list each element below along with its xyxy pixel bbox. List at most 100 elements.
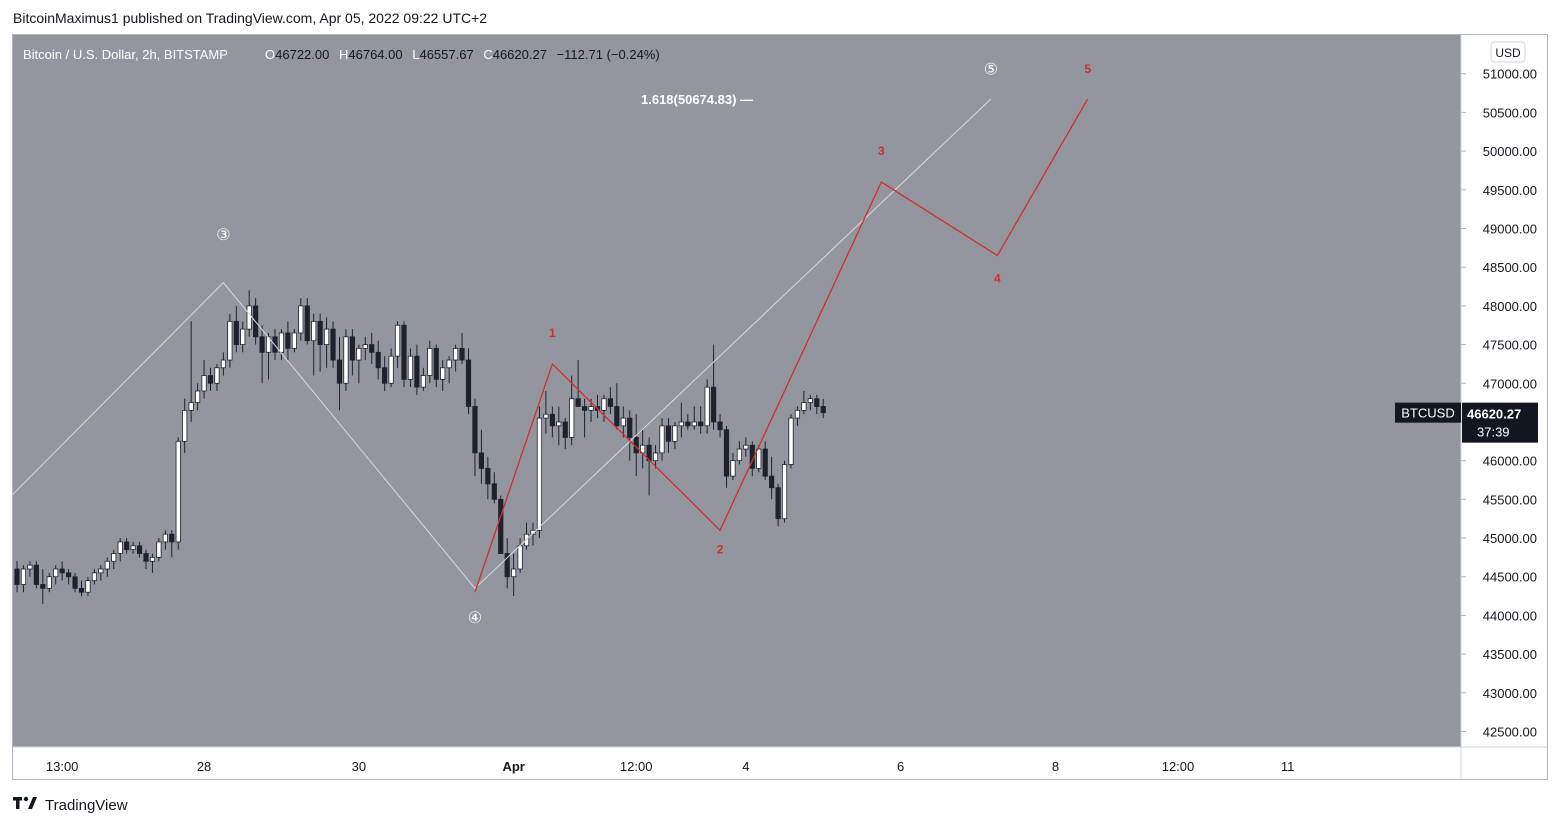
candle-body (214, 367, 220, 384)
wave-label-red: 1 (549, 326, 556, 340)
candle-body (736, 448, 743, 462)
candle-body (14, 568, 20, 585)
candle-body (614, 406, 620, 427)
candle-body (665, 425, 672, 442)
low-value: 46557.67 (419, 47, 473, 62)
candle-body (543, 413, 549, 419)
wave-label-red: 3 (878, 144, 885, 158)
y-tick-label: 51000.00 (1483, 67, 1537, 82)
candle-body (407, 355, 414, 380)
wave-label-red: 5 (1084, 62, 1091, 76)
y-tick-label: 47500.00 (1483, 338, 1537, 353)
candle-body (317, 320, 323, 345)
y-tick-label: 44000.00 (1483, 608, 1537, 623)
candle-body (401, 324, 407, 380)
close-label: C (483, 47, 492, 62)
candle-body (46, 576, 52, 589)
x-tick-label: 12:00 (1162, 759, 1195, 774)
close-value: 46620.27 (493, 47, 547, 62)
candle-body (814, 398, 820, 407)
candle-body (730, 460, 736, 477)
candle-body (304, 305, 310, 342)
y-tick-label: 50000.00 (1483, 144, 1537, 159)
wave-label-white: ④ (468, 610, 482, 627)
candle-body (420, 375, 426, 388)
y-tick-label: 50500.00 (1483, 105, 1537, 120)
candle-body (820, 406, 826, 414)
tradingview-logo-icon (13, 796, 39, 814)
high-value: 46764.00 (348, 47, 402, 62)
candle-body (201, 375, 207, 392)
candle-body (536, 417, 543, 531)
candle-body (388, 355, 394, 384)
candle-body (130, 545, 136, 551)
x-axis[interactable]: 13:00 28 30 Apr 12:00 4 6 8 12:00 11 (46, 759, 1295, 774)
candle-body (588, 406, 594, 411)
x-tick-label: 8 (1052, 759, 1059, 774)
plot-area[interactable] (13, 35, 1461, 747)
candle-body (362, 344, 368, 349)
candle-body (33, 564, 39, 585)
y-tick-label: 45000.00 (1483, 531, 1537, 546)
currency-label: USD (1495, 46, 1521, 60)
chart-title: Bitcoin / U.S. Dollar, 2h, BITSTAMP (23, 47, 228, 62)
candle-body (491, 483, 497, 500)
x-tick-label: 30 (352, 759, 366, 774)
candle-body (704, 386, 710, 427)
y-tick-label: 46000.00 (1483, 454, 1537, 469)
chart-legend[interactable]: Bitcoin / U.S. Dollar, 2h, BITSTAMP O467… (23, 47, 660, 62)
candle-body (98, 568, 104, 574)
candle-body (233, 320, 239, 345)
candle-body (723, 429, 730, 477)
y-tick-label: 44500.00 (1483, 570, 1537, 585)
symbol-price-tags: BTCUSD 46620.27 37:39 (1395, 402, 1538, 443)
candle-body (414, 355, 420, 388)
y-tick-label: 45500.00 (1483, 492, 1537, 507)
fib-extension-text: 1.618(50674.83) — (641, 92, 753, 107)
candle-body (78, 587, 85, 593)
candle-body (504, 553, 510, 578)
candle-body (272, 336, 278, 353)
candle-body (452, 348, 459, 361)
candle-body (794, 409, 801, 419)
open-value: 46722.00 (275, 47, 329, 62)
candle-body (343, 336, 349, 384)
candle-body (433, 348, 439, 380)
x-tick-label: 12:00 (620, 759, 653, 774)
candle-body (117, 541, 123, 554)
candle-body (601, 398, 607, 411)
y-tick-label: 48000.00 (1483, 299, 1537, 314)
candle-body (298, 305, 304, 334)
candle-body (240, 328, 246, 345)
candle-body (569, 398, 575, 438)
candle-body (330, 328, 336, 361)
candle-body (182, 409, 188, 442)
candle-body (717, 421, 723, 431)
candle-body (685, 421, 691, 427)
candle-body (549, 413, 555, 427)
candle-body (440, 367, 446, 380)
chart-frame[interactable]: ③ ④ ⑤ 1 2 3 4 5 42500.00 43000.00 43500.00 44000.0… (12, 34, 1548, 780)
white-wave-count-line (13, 98, 992, 590)
candle-body (149, 556, 156, 562)
candle-body (356, 348, 362, 361)
candlestick-chart[interactable]: ③ ④ ⑤ 1 2 3 4 5 42500.00 43000.00 43500.00 44000.0… (13, 35, 1547, 779)
x-tick-label: 6 (897, 759, 904, 774)
candle-body (394, 324, 401, 357)
candle-body (349, 336, 356, 361)
candle-body (582, 406, 588, 411)
candle-body (136, 545, 143, 554)
wave-label-red: 2 (717, 543, 724, 557)
wave-label-white: ③ (216, 227, 230, 244)
candle-body (91, 572, 97, 582)
y-tick-label: 43000.00 (1483, 686, 1537, 701)
candle-body (427, 348, 433, 376)
candle-body (801, 402, 807, 411)
candle-body (756, 448, 762, 469)
low-label: L (412, 47, 419, 62)
y-tick-label: 49500.00 (1483, 183, 1537, 198)
candle-body (627, 417, 633, 438)
high-label: H (339, 47, 348, 62)
last-price-tag: 46620.27 (1467, 407, 1521, 422)
currency-button[interactable]: USD (1490, 41, 1526, 63)
